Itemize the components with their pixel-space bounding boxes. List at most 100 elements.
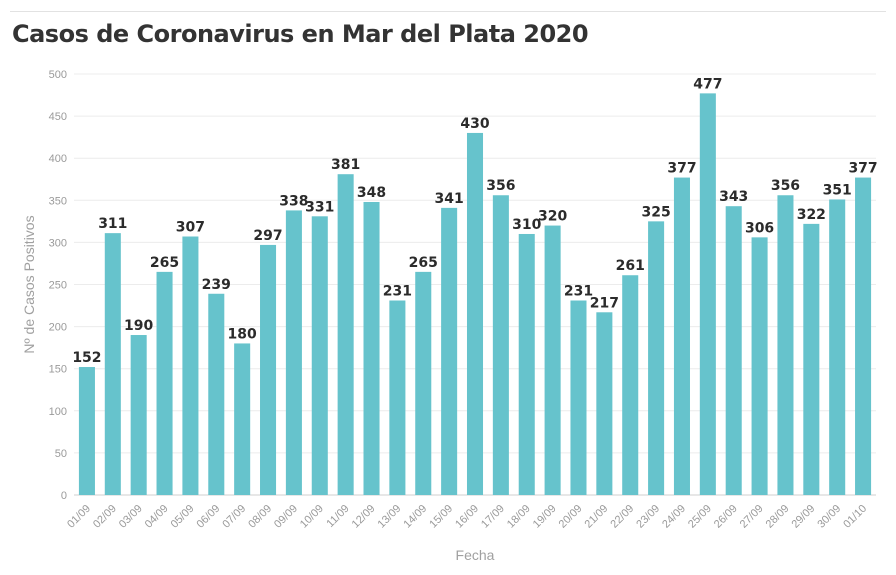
- bar-01-10: [855, 177, 872, 496]
- x-tick-label: 08/09: [246, 503, 274, 531]
- bar-12-09: [363, 201, 380, 495]
- bar-15-09: [441, 207, 458, 496]
- x-tick-label: 13/09: [376, 503, 404, 531]
- x-tick-label: 27/09: [738, 503, 766, 531]
- bar-value-label: 377: [848, 161, 877, 177]
- chart-title: Casos de Coronavirus en Mar del Plata 20…: [12, 20, 589, 48]
- x-tick-label: 09/09: [272, 503, 300, 531]
- x-tick-label: 24/09: [660, 503, 688, 531]
- y-tick-label: 350: [49, 195, 67, 207]
- bar-value-label: 231: [564, 283, 593, 299]
- y-tick-label: 150: [49, 364, 67, 376]
- x-tick-label: 15/09: [427, 503, 455, 531]
- x-tick-label: 19/09: [531, 503, 559, 531]
- bar-07-09: [234, 343, 251, 495]
- bar-08-09: [260, 244, 277, 495]
- bar-value-label: 325: [641, 204, 670, 220]
- bar-value-label: 239: [202, 277, 231, 293]
- bar-value-label: 307: [176, 220, 205, 236]
- bar-value-label: 331: [305, 199, 334, 215]
- bar-value-label: 261: [616, 258, 645, 274]
- bar-value-label: 341: [435, 191, 464, 207]
- x-tick-label: 01/10: [841, 503, 869, 531]
- y-tick-label: 0: [61, 490, 67, 502]
- x-tick-label: 12/09: [350, 503, 378, 531]
- bar-value-label: 343: [719, 189, 748, 205]
- y-tick-label: 200: [49, 322, 67, 334]
- top-rule: [10, 11, 886, 12]
- x-tick-label: 05/09: [169, 503, 197, 531]
- bar-value-label: 217: [590, 295, 619, 311]
- bar-20-09: [570, 300, 587, 495]
- y-tick-label: 50: [55, 448, 67, 460]
- x-tick-label: 28/09: [764, 503, 792, 531]
- bar-24-09: [673, 177, 690, 496]
- bar-06-09: [208, 293, 225, 495]
- x-tick-label: 18/09: [505, 503, 533, 531]
- bar-value-label: 381: [331, 157, 360, 173]
- x-tick-label: 04/09: [143, 503, 171, 531]
- x-tick-label: 17/09: [479, 503, 507, 531]
- bar-29-09: [803, 223, 820, 495]
- bar-value-label: 322: [797, 207, 826, 223]
- bar-value-label: 190: [124, 318, 153, 334]
- bar-03-09: [130, 335, 147, 495]
- x-tick-label: 30/09: [815, 503, 843, 531]
- y-tick-label: 300: [49, 237, 67, 249]
- bar-value-label: 231: [383, 283, 412, 299]
- bar-02-09: [104, 233, 121, 495]
- bar-14-09: [415, 271, 432, 495]
- x-tick-label: 22/09: [608, 503, 636, 531]
- bar-value-label: 311: [98, 216, 127, 232]
- bar-26-09: [725, 206, 742, 495]
- bar-value-label: 477: [693, 76, 722, 92]
- bar-16-09: [466, 132, 484, 495]
- x-tick-label: 02/09: [91, 503, 119, 531]
- bar-value-label: 338: [279, 193, 308, 209]
- bar-23-09: [648, 221, 665, 495]
- bar-10-09: [311, 216, 328, 495]
- x-tick-label: 29/09: [789, 503, 817, 531]
- x-tick-label: 16/09: [453, 503, 481, 531]
- bar-17-09: [492, 195, 509, 496]
- bar-18-09: [518, 233, 535, 496]
- x-tick-label: 25/09: [686, 503, 714, 531]
- bar-21-09: [596, 312, 613, 495]
- bar-value-label: 320: [538, 209, 567, 225]
- bar-value-label: 265: [150, 255, 179, 271]
- bar-25-09: [699, 93, 716, 495]
- y-axis-ticks: 0 50 100 150 200 250 300 350 400 450 500: [49, 69, 67, 502]
- bar-01-09: [78, 367, 95, 495]
- bar-04-09: [156, 271, 173, 495]
- y-tick-label: 450: [49, 111, 67, 123]
- bar-13-09: [389, 300, 406, 495]
- y-axis-title: Nº de Casos Positivos: [21, 215, 37, 353]
- bar-value-label: 356: [771, 178, 800, 194]
- x-tick-label: 26/09: [712, 503, 740, 531]
- bars: [78, 93, 872, 496]
- x-axis-ticks: 01/0902/0903/0904/0905/0906/0907/0908/09…: [65, 503, 869, 531]
- bar-28-09: [777, 195, 794, 496]
- x-tick-label: 07/09: [220, 503, 248, 531]
- bar-value-label: 348: [357, 185, 386, 201]
- bar-value-label: 377: [667, 161, 696, 177]
- x-tick-label: 23/09: [634, 503, 662, 531]
- bar-value-label: 265: [409, 255, 438, 271]
- x-tick-label: 21/09: [583, 503, 611, 531]
- x-tick-label: 03/09: [117, 503, 145, 531]
- x-tick-label: 01/09: [65, 503, 93, 531]
- bar-value-label: 297: [253, 228, 282, 244]
- bar-value-label: 306: [745, 220, 774, 236]
- y-tick-label: 250: [49, 280, 67, 292]
- bar-05-09: [182, 236, 199, 496]
- bar-22-09: [622, 275, 639, 495]
- bar-19-09: [544, 225, 561, 495]
- bar-11-09: [337, 174, 354, 495]
- x-tick-label: 06/09: [194, 503, 222, 531]
- bar-value-label: 310: [512, 217, 541, 233]
- bar-value-label: 351: [823, 182, 852, 198]
- x-tick-label: 20/09: [557, 503, 585, 531]
- bar-30-09: [829, 199, 846, 495]
- bar-value-label: 180: [228, 326, 257, 342]
